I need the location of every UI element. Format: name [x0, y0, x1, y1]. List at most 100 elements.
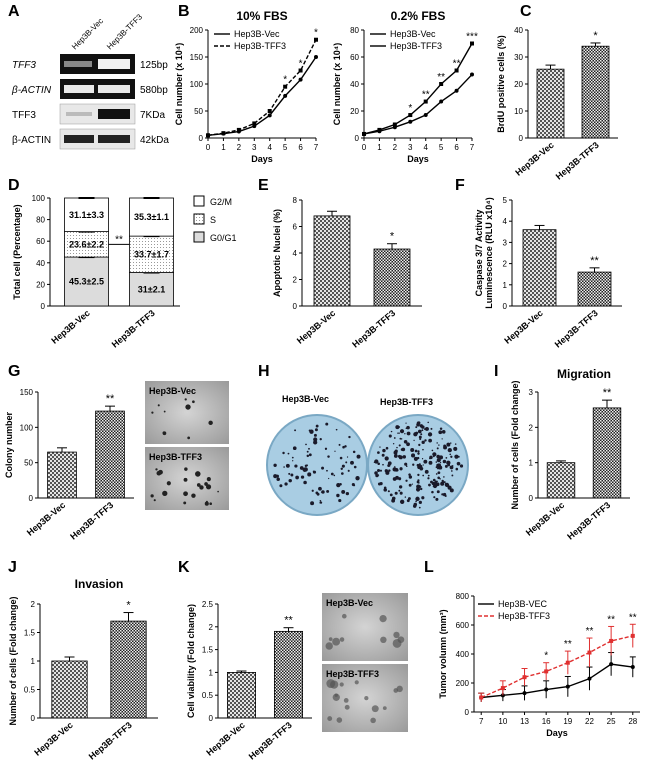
- spheroid: [339, 682, 344, 687]
- spheroid: [382, 706, 387, 711]
- y-tick-label: 5: [503, 196, 508, 205]
- colony: [424, 439, 427, 442]
- y-tick-label: 0: [355, 134, 360, 143]
- x-tick-label: 28: [628, 717, 637, 726]
- micrograph-label: Hep3B-TFF3: [326, 669, 379, 679]
- panel-label-c: C: [520, 3, 532, 20]
- colony: [413, 439, 415, 442]
- colony: [341, 464, 345, 468]
- y-tick-label: 40: [36, 259, 45, 268]
- x-tick-label: 7: [314, 143, 319, 152]
- y-tick-label: 2: [31, 600, 36, 609]
- legend-swatch: [193, 213, 205, 225]
- series-line: [207, 39, 317, 136]
- y-tick-label: 20: [350, 107, 359, 116]
- bar: [592, 407, 622, 499]
- significance-marker: **: [629, 612, 637, 623]
- significance-marker: **: [564, 639, 572, 650]
- y-tick-label: 400: [456, 650, 470, 659]
- data-point: [408, 119, 413, 124]
- chart-c: 0 10 20 30 40 BrdU positive cells (%) Hep3B-Ve…: [496, 26, 618, 182]
- colony: [199, 485, 204, 490]
- colony: [424, 469, 429, 474]
- dish-label: Hep3B-Vec: [282, 394, 329, 404]
- colony: [383, 488, 388, 492]
- colony: [162, 490, 168, 497]
- gel-band-tff3-actin: [98, 85, 130, 93]
- legend-label: S: [210, 215, 216, 225]
- colony: [308, 447, 310, 450]
- colony: [336, 493, 340, 498]
- y-axis-label: Number of cells (Fold change): [8, 596, 18, 725]
- colony: [422, 448, 424, 451]
- x-tick-label: Hep3B-Vec: [49, 308, 91, 346]
- colony: [183, 491, 188, 497]
- x-tick-label: Hep3B-Vec: [524, 500, 566, 538]
- colony: [283, 466, 285, 468]
- chart-title: 10% FBS: [236, 9, 287, 23]
- colony: [306, 454, 310, 458]
- y-tick-label: 2: [529, 423, 534, 432]
- colony: [443, 476, 445, 478]
- data-point: [544, 687, 549, 692]
- spheroid: [364, 696, 369, 701]
- colony: [183, 501, 187, 505]
- significance-marker: **: [115, 234, 123, 245]
- bar: [47, 451, 77, 499]
- colony: [388, 469, 391, 472]
- colony: [183, 477, 188, 482]
- spheroid: [354, 680, 359, 685]
- colony: [307, 472, 312, 477]
- colony: [417, 473, 420, 477]
- colony: [313, 433, 317, 437]
- colony: [427, 477, 430, 480]
- significance-marker: **: [603, 387, 612, 399]
- x-tick-label: Hep3B-Vec: [204, 720, 246, 758]
- y-axis-label: Cell number (x 10⁴): [332, 43, 342, 125]
- x-tick-label: 0: [206, 143, 211, 152]
- colony: [436, 442, 438, 444]
- colony: [340, 472, 344, 475]
- colony: [419, 487, 423, 491]
- significance-marker: *: [544, 651, 548, 662]
- colony: [308, 453, 312, 457]
- significance-marker: **: [586, 626, 594, 637]
- colony: [347, 469, 350, 472]
- y-tick-label: 0: [41, 302, 46, 311]
- y-tick-label: 0: [31, 714, 36, 723]
- colony: [325, 422, 329, 426]
- colony: [401, 447, 406, 452]
- bar: [546, 462, 576, 499]
- colony: [338, 498, 342, 503]
- colony: [353, 465, 357, 469]
- colony: [418, 485, 422, 488]
- y-tick-label: 20: [36, 280, 45, 289]
- blot-row-label: β-ACTIN: [12, 135, 51, 146]
- colony: [389, 493, 393, 497]
- x-tick-label: 6: [454, 143, 459, 152]
- data-point: [392, 122, 397, 127]
- x-tick-label: Hep3B-TFF3: [68, 500, 115, 542]
- colony: [392, 443, 395, 445]
- data-point: [283, 84, 288, 89]
- chart-k: 0 0.5 1 1.5 2 2.5 Cell viability (Fold change)…: [186, 600, 312, 762]
- colony: [418, 435, 422, 439]
- y-tick-label: 100: [20, 423, 34, 432]
- panel-label-g: G: [8, 363, 20, 380]
- spheroid: [379, 614, 387, 623]
- colony: [439, 455, 444, 460]
- significance-marker: **: [106, 393, 115, 405]
- significance-marker: *: [390, 231, 395, 243]
- data-point: [522, 675, 527, 680]
- wb-band-tff3-tff3: [98, 109, 130, 119]
- spheroid: [393, 631, 400, 639]
- colony: [381, 453, 385, 457]
- colony: [319, 438, 322, 441]
- colony: [429, 455, 433, 460]
- colony: [438, 465, 443, 470]
- colony: [384, 469, 389, 473]
- spheroid: [396, 685, 403, 693]
- wb-band-tff3-actin: [98, 135, 130, 143]
- data-point: [267, 113, 272, 118]
- y-tick-label: 100: [32, 194, 46, 203]
